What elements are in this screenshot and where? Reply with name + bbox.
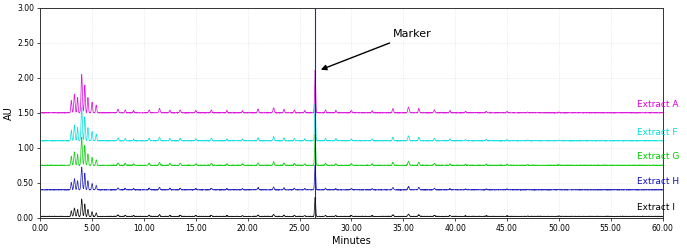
X-axis label: Minutes: Minutes — [332, 236, 371, 246]
Text: Marker: Marker — [322, 29, 431, 70]
Text: Extract A: Extract A — [637, 100, 678, 108]
Y-axis label: AU: AU — [4, 106, 14, 120]
Text: Extract G: Extract G — [637, 152, 679, 161]
Text: Extract I: Extract I — [637, 203, 675, 212]
Text: Extract H: Extract H — [637, 176, 679, 186]
Text: Extract F: Extract F — [637, 128, 677, 136]
